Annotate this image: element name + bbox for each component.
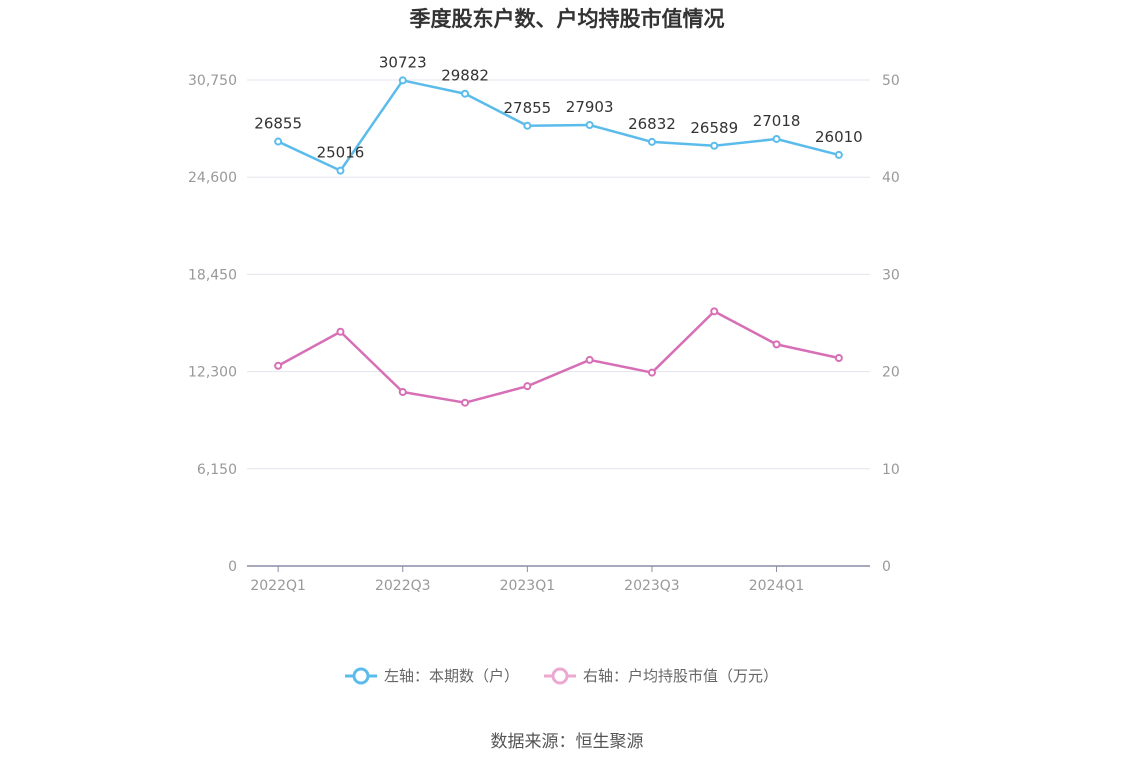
series-right-point: [398, 388, 407, 397]
series-left-line: [277, 79, 840, 172]
right-axis-tick-label: 20: [882, 365, 900, 381]
series-right-point: [461, 398, 470, 407]
series-left-point: [336, 166, 345, 175]
chart-title: 季度股东户数、户均持股市值情况: [410, 7, 725, 31]
left-axis-tick-label: 30,750: [188, 73, 237, 89]
left-axis-tick-label: 6,150: [197, 462, 237, 478]
x-axis-tick-label: 2023Q1: [500, 578, 556, 594]
series-left-data-label: 29882: [441, 67, 489, 85]
legend-item-right-series[interactable]: 右轴：户均持股市值（万元）: [544, 667, 778, 685]
right-axis-tick-label: 40: [882, 170, 900, 186]
left-axis-tick-label: 18,450: [188, 267, 237, 283]
series-right-point: [710, 307, 719, 316]
series-left: 26855 25016 30723 29882 27855 27903 26832 26589…: [254, 53, 863, 175]
series-left-point: [461, 89, 470, 98]
series-left-data-label: 27855: [503, 99, 551, 117]
series-left-data-label: 30723: [379, 53, 427, 71]
x-axis-tick-label: 2022Q1: [250, 578, 306, 594]
series-left-point: [398, 76, 407, 85]
left-axis-tick-label: 12,300: [188, 365, 237, 381]
series-left-point: [710, 141, 719, 150]
right-axis-tick-label: 50: [882, 73, 900, 89]
series-right-point: [585, 355, 594, 364]
series-layer: 26855 25016 30723 29882 27855 27903 26832 26589…: [254, 53, 863, 407]
x-axis-tick-label: 2023Q3: [624, 578, 680, 594]
legend-left-series-swatch-dot: [352, 667, 370, 685]
right-axis-tick-label: 0: [882, 559, 891, 575]
legend-right-series-label: 右轴：户均持股市值（万元）: [583, 667, 778, 685]
series-left-point: [834, 150, 843, 159]
series-left-point: [585, 120, 594, 129]
x-axis-tick-label: 2022Q3: [375, 578, 431, 594]
right-axis: 0 10 20 30 40 50: [882, 73, 900, 575]
series-right-point: [523, 382, 532, 391]
series-left-data-label: 27018: [753, 112, 801, 130]
series-left-data-label: 27903: [566, 98, 614, 116]
left-axis-tick-label: 24,600: [188, 170, 237, 186]
legend-item-left-series[interactable]: 左轴：本期数（户）: [345, 667, 519, 685]
series-left-point: [274, 137, 283, 146]
series-left-point: [772, 134, 781, 143]
legend: 左轴：本期数（户） 右轴：户均持股市值（万元）: [345, 667, 778, 685]
series-left-data-label: 26855: [254, 115, 302, 133]
left-axis: 0 6,150 12,300 18,450 24,600 30,750: [188, 73, 237, 575]
right-axis-tick-label: 30: [882, 267, 900, 283]
series-right-line: [277, 310, 840, 404]
series-left-data-label: 26010: [815, 128, 863, 146]
series-right-point: [834, 353, 843, 362]
series-left-point: [523, 121, 532, 130]
series-left-data-label: 26832: [628, 115, 676, 133]
x-axis: 2022Q1 2022Q3 2023Q1 2023Q3 2024Q1: [247, 565, 870, 594]
x-axis-tick-label: 2024Q1: [749, 578, 805, 594]
grid-lines: [247, 79, 870, 470]
right-axis-tick-label: 10: [882, 462, 900, 478]
series-left-point: [647, 137, 656, 146]
series-right: [274, 307, 843, 407]
series-left-data-label: 25016: [317, 144, 365, 162]
left-axis-tick-label: 0: [228, 559, 237, 575]
legend-right-series-swatch-dot: [551, 667, 569, 685]
series-right-point: [772, 340, 781, 349]
series-left-data-label: 26589: [690, 119, 738, 137]
series-right-point: [336, 327, 345, 336]
legend-left-series-label: 左轴：本期数（户）: [384, 667, 519, 685]
series-right-point: [647, 368, 656, 377]
series-right-point: [274, 361, 283, 370]
data-source: 数据来源：恒生聚源: [491, 732, 644, 752]
